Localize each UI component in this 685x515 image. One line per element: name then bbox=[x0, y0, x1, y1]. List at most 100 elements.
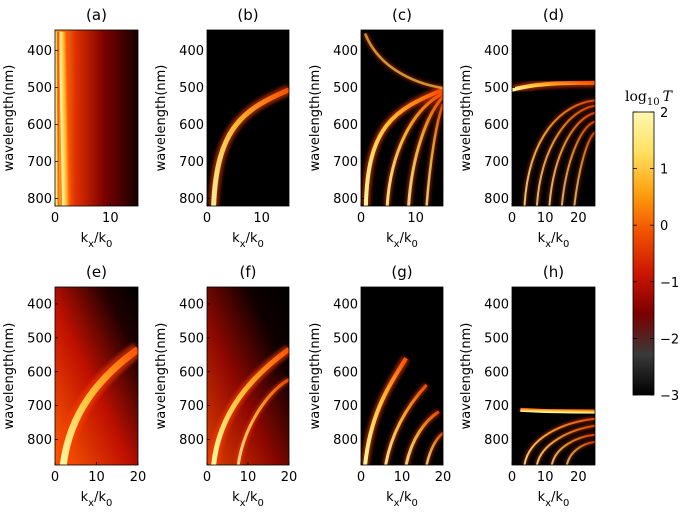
plot-frame bbox=[54, 29, 139, 207]
panel-title: (b) bbox=[237, 6, 258, 24]
plot-frame bbox=[206, 29, 290, 207]
heatmap-ridge bbox=[425, 432, 443, 465]
x-tick-label: 10 bbox=[240, 470, 257, 485]
heatmap-ridge bbox=[535, 424, 595, 465]
heatmap-ridge bbox=[550, 433, 595, 465]
y-tick-label: 700 bbox=[27, 399, 52, 414]
heatmap-ridge bbox=[211, 87, 289, 206]
y-tick-label: 800 bbox=[484, 192, 509, 207]
x-axis-label: kx/k0 bbox=[81, 490, 113, 509]
heatmap-ridge bbox=[363, 87, 443, 206]
y-tick-label: 500 bbox=[179, 331, 204, 346]
y-axis-label: wavelength(nm) bbox=[308, 323, 323, 430]
panel-title: (a) bbox=[86, 6, 107, 24]
y-tick-label: 700 bbox=[27, 155, 52, 170]
panel-title: (e) bbox=[86, 263, 107, 281]
y-tick-label: 500 bbox=[333, 81, 358, 96]
x-tick-label: 0 bbox=[51, 470, 59, 485]
colorbar-gradient bbox=[632, 111, 655, 396]
heatmap-ridge bbox=[425, 103, 443, 206]
heatmap bbox=[361, 30, 443, 206]
x-axis-label: kx/k0 bbox=[386, 490, 418, 509]
panel-h: (h) 400 500 600 700 800 0 10 20 wavelength(nm) kx/… bbox=[459, 263, 596, 509]
panel-title: (f) bbox=[240, 263, 257, 281]
y-tick-label: 600 bbox=[333, 365, 358, 380]
y-axis-label: wavelength(nm) bbox=[2, 323, 17, 430]
colorbar-tick-label: 0 bbox=[660, 219, 668, 234]
y-tick-label: 600 bbox=[27, 118, 52, 133]
heatmap-ridge bbox=[384, 383, 428, 465]
plot-frame bbox=[360, 29, 444, 207]
y-tick-label: 400 bbox=[333, 44, 358, 59]
heatmap-ridge bbox=[363, 357, 408, 465]
x-tick-label: 10 bbox=[253, 211, 270, 226]
colorbar-tick-label: 1 bbox=[660, 163, 668, 178]
panel-a: (a) 400 500 600 700 800 0 10 wavelength(nm) kx/k0 bbox=[2, 6, 139, 250]
panel-g: (g) 400 500 600 700 800 0 10 20 wavelength(nm) kx/… bbox=[308, 263, 451, 509]
heatmap-ridge bbox=[385, 92, 443, 206]
y-axis-label: wavelength(nm) bbox=[2, 65, 17, 172]
x-axis-label: kx/k0 bbox=[386, 231, 418, 250]
y-tick-label: 700 bbox=[484, 399, 509, 414]
y-tick-label: 600 bbox=[179, 118, 204, 133]
panel-c: (c) 400 500 600 700 800 0 10 wavelength(nm) kx/k0 bbox=[308, 6, 444, 250]
x-tick-label: 0 bbox=[203, 470, 211, 485]
y-axis-label: wavelength(nm) bbox=[308, 65, 323, 172]
heatmap-ridge bbox=[211, 347, 289, 465]
x-axis-label: kx/k0 bbox=[81, 231, 113, 250]
heatmap bbox=[361, 287, 443, 465]
y-axis-label: wavelength(nm) bbox=[154, 65, 169, 172]
x-tick-label: 20 bbox=[570, 211, 587, 226]
heatmap-ridge bbox=[363, 33, 443, 90]
heatmap-ridge bbox=[404, 410, 440, 465]
y-tick-label: 700 bbox=[179, 399, 204, 414]
colorbar-tick-label: 2 bbox=[660, 106, 668, 121]
y-tick-label: 400 bbox=[333, 297, 358, 312]
y-tick-label: 800 bbox=[179, 192, 204, 207]
y-tick-label: 700 bbox=[179, 155, 204, 170]
x-tick-label: 20 bbox=[435, 470, 452, 485]
panel-d: (d) 400 500 600 700 800 0 10 20 wavelength(nm) kx/… bbox=[459, 6, 596, 250]
heatmap-ridge bbox=[59, 346, 138, 465]
heatmap-ridge bbox=[407, 95, 443, 206]
panel-title: (h) bbox=[543, 263, 564, 281]
y-tick-label: 800 bbox=[333, 192, 358, 207]
heatmap-ridge bbox=[523, 417, 595, 465]
heatmap-ridge bbox=[58, 31, 72, 206]
x-tick-label: 10 bbox=[88, 470, 105, 485]
heatmap-ridge bbox=[520, 407, 595, 414]
panel-f: (f) 400 500 600 700 800 0 10 20 wavelength(nm) kx/… bbox=[154, 263, 297, 509]
x-axis-label: kx/k0 bbox=[232, 231, 264, 250]
panel-title: (d) bbox=[543, 6, 564, 24]
heatmap-ridge bbox=[535, 104, 595, 206]
y-axis-label: wavelength(nm) bbox=[154, 323, 169, 430]
y-tick-label: 600 bbox=[484, 365, 509, 380]
x-tick-label: 10 bbox=[537, 211, 554, 226]
y-tick-label: 400 bbox=[484, 44, 509, 59]
colorbar: log10 T 2 1 0 −1 −2 −3 bbox=[625, 89, 679, 404]
heatmap bbox=[55, 30, 138, 206]
y-tick-label: 800 bbox=[484, 433, 509, 448]
x-axis-label: kx/k0 bbox=[538, 490, 570, 509]
x-tick-label: 20 bbox=[130, 470, 147, 485]
y-tick-label: 600 bbox=[484, 118, 509, 133]
heatmap-ridge bbox=[548, 111, 595, 206]
x-tick-label: 0 bbox=[357, 470, 365, 485]
x-tick-label: 0 bbox=[203, 211, 211, 226]
y-tick-label: 600 bbox=[333, 118, 358, 133]
colorbar-tick-label: −2 bbox=[660, 332, 679, 347]
heatmap-ridge bbox=[565, 440, 595, 465]
heatmap bbox=[55, 287, 138, 465]
heatmap-ridge bbox=[573, 131, 595, 206]
heatmap-ridge bbox=[560, 120, 595, 206]
x-axis-label: kx/k0 bbox=[538, 231, 570, 250]
x-tick-label: 20 bbox=[281, 470, 298, 485]
x-tick-label: 20 bbox=[570, 470, 587, 485]
panel-title: (g) bbox=[391, 263, 412, 281]
y-tick-label: 500 bbox=[484, 331, 509, 346]
y-tick-label: 500 bbox=[484, 81, 509, 96]
y-tick-label: 800 bbox=[179, 433, 204, 448]
x-tick-label: 10 bbox=[407, 211, 424, 226]
x-tick-label: 0 bbox=[51, 211, 59, 226]
